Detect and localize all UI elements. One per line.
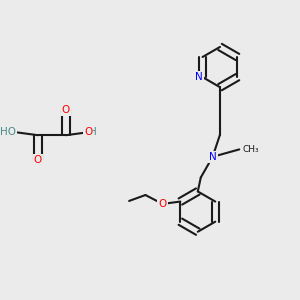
Text: O: O [34, 155, 42, 165]
Text: N: N [195, 72, 203, 82]
Text: O: O [62, 105, 70, 115]
Text: HO: HO [0, 127, 16, 137]
Text: CH₃: CH₃ [242, 145, 259, 154]
Text: O: O [84, 127, 92, 137]
Text: N: N [209, 152, 217, 162]
Text: O: O [158, 199, 167, 209]
Text: H: H [89, 127, 97, 137]
